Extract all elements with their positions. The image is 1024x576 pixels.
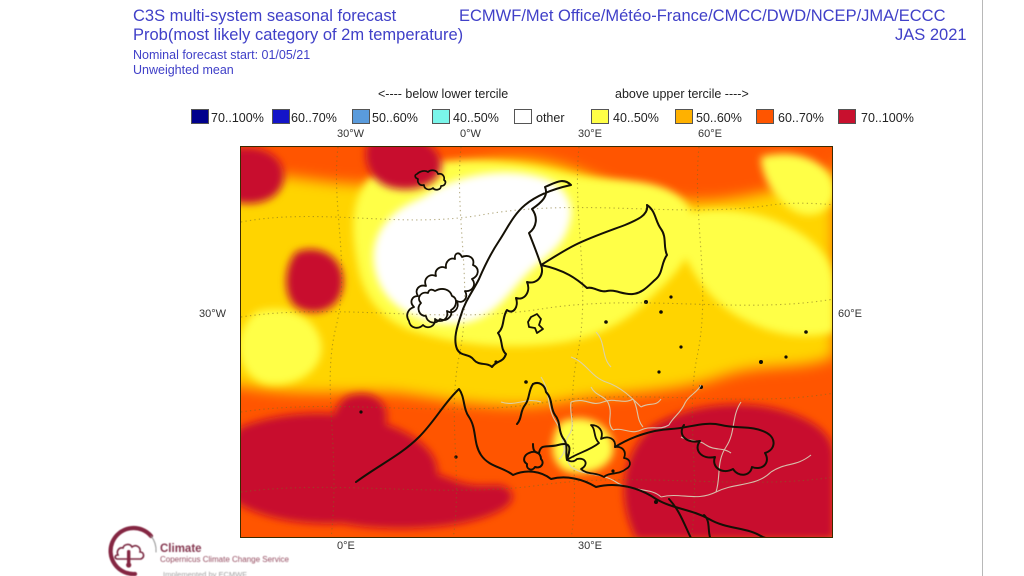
- svg-text:Implemented by ECMWF: Implemented by ECMWF: [163, 570, 247, 576]
- svg-text:Copernicus Climate Change Serv: Copernicus Climate Change Service: [160, 555, 290, 564]
- svg-text:Climate: Climate: [160, 543, 202, 555]
